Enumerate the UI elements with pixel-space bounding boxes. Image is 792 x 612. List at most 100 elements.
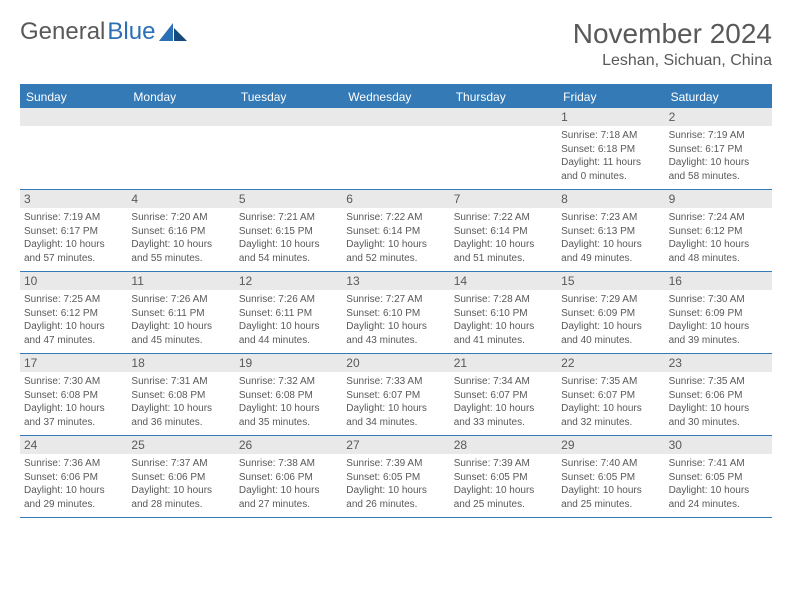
calendar-cell: 19 Sunrise: 7:32 AMSunset: 6:08 PMDayligh… — [235, 354, 342, 435]
calendar-cell: 29Sunrise: 7:40 AMSunset: 6:05 PMDayligh… — [557, 436, 664, 517]
day-details: Sunrise: 7:29 AMSunset: 6:09 PMDaylight:… — [561, 293, 660, 347]
detail-line: and 48 minutes. — [669, 252, 768, 266]
day-details: Sunrise: 7:27 AMSunset: 6:10 PMDaylight:… — [346, 293, 445, 347]
detail-line: and 49 minutes. — [561, 252, 660, 266]
day-number: 10 — [20, 272, 127, 290]
detail-line: Sunrise: 7:26 AM — [239, 293, 338, 307]
day-details: Sunrise: 7:22 AMSunset: 6:14 PMDaylight:… — [454, 211, 553, 265]
detail-line: Sunrise: 7:20 AM — [131, 211, 230, 225]
detail-line: Sunset: 6:11 PM — [131, 307, 230, 321]
detail-line: Sunset: 6:12 PM — [669, 225, 768, 239]
calendar-cell: 22Sunrise: 7:35 AMSunset: 6:07 PMDayligh… — [557, 354, 664, 435]
detail-line: and 39 minutes. — [669, 334, 768, 348]
day-number — [20, 108, 127, 126]
detail-line: Sunrise: 7:18 AM — [561, 129, 660, 143]
calendar-cell: 5Sunrise: 7:21 AMSunset: 6:15 PMDaylight… — [235, 190, 342, 271]
day-number — [342, 108, 449, 126]
day-number: 30 — [665, 436, 772, 454]
day-number: 17 — [20, 354, 127, 372]
day-details: Sunrise: 7:30 AMSunset: 6:09 PMDaylight:… — [669, 293, 768, 347]
page-header: GeneralBlue November 2024 Leshan, Sichua… — [20, 18, 772, 70]
detail-line: Sunrise: 7:22 AM — [454, 211, 553, 225]
detail-line: Sunset: 6:14 PM — [346, 225, 445, 239]
day-header: Sunday — [20, 86, 127, 108]
day-details: Sunrise: 7:41 AMSunset: 6:05 PMDaylight:… — [669, 457, 768, 511]
detail-line: and 25 minutes. — [561, 498, 660, 512]
detail-line: Sunrise: 7:36 AM — [24, 457, 123, 471]
detail-line: Daylight: 10 hours — [669, 484, 768, 498]
day-number — [127, 108, 234, 126]
day-number — [450, 108, 557, 126]
day-details: Sunrise: 7:28 AMSunset: 6:10 PMDaylight:… — [454, 293, 553, 347]
detail-line: and 34 minutes. — [346, 416, 445, 430]
day-details: Sunrise: 7:39 AMSunset: 6:05 PMDaylight:… — [454, 457, 553, 511]
detail-line: Sunrise: 7:19 AM — [24, 211, 123, 225]
detail-line: Sunset: 6:10 PM — [454, 307, 553, 321]
detail-line: and 40 minutes. — [561, 334, 660, 348]
calendar-cell: 20Sunrise: 7:33 AMSunset: 6:07 PMDayligh… — [342, 354, 449, 435]
detail-line: Sunrise: 7:41 AM — [669, 457, 768, 471]
day-number: 28 — [450, 436, 557, 454]
day-details: Sunrise: 7:22 AMSunset: 6:14 PMDaylight:… — [346, 211, 445, 265]
calendar-cell — [235, 108, 342, 189]
day-number: 25 — [127, 436, 234, 454]
detail-line: Sunrise: 7:34 AM — [454, 375, 553, 389]
day-number: 4 — [127, 190, 234, 208]
detail-line: Sunset: 6:08 PM — [24, 389, 123, 403]
detail-line: Sunrise: 7:35 AM — [561, 375, 660, 389]
day-number: 23 — [665, 354, 772, 372]
day-header: Monday — [127, 86, 234, 108]
detail-line: Sunrise: 7:39 AM — [346, 457, 445, 471]
detail-line: Daylight: 10 hours — [239, 402, 338, 416]
detail-line: Daylight: 10 hours — [131, 402, 230, 416]
day-details: Sunrise: 7:32 AMSunset: 6:08 PMDaylight:… — [239, 375, 338, 429]
detail-line: Daylight: 10 hours — [454, 484, 553, 498]
day-header: Saturday — [665, 86, 772, 108]
calendar-cell: 28 Sunrise: 7:39 AMSunset: 6:05 PMDayligh… — [450, 436, 557, 517]
day-details: Sunrise: 7:19 AMSunset: 6:17 PMDaylight:… — [669, 129, 768, 183]
detail-line: Daylight: 10 hours — [454, 402, 553, 416]
calendar-cell: 27Sunrise: 7:39 AMSunset: 6:05 PMDayligh… — [342, 436, 449, 517]
day-details: Sunrise: 7:34 AMSunset: 6:07 PMDaylight:… — [454, 375, 553, 429]
detail-line: Sunset: 6:07 PM — [346, 389, 445, 403]
detail-line: Sunrise: 7:38 AM — [239, 457, 338, 471]
detail-line: Sunset: 6:08 PM — [239, 389, 338, 403]
week-row: 10Sunrise: 7:25 AMSunset: 6:12 PMDayligh… — [20, 272, 772, 354]
day-number: 11 — [127, 272, 234, 290]
day-details: Sunrise: 7:19 AMSunset: 6:17 PMDaylight:… — [24, 211, 123, 265]
detail-line: Daylight: 10 hours — [454, 238, 553, 252]
detail-line: Daylight: 11 hours — [561, 156, 660, 170]
day-number: 19 — [235, 354, 342, 372]
day-details: Sunrise: 7:23 AMSunset: 6:13 PMDaylight:… — [561, 211, 660, 265]
day-header-row: SundayMondayTuesdayWednesdayThursdayFrid… — [20, 86, 772, 108]
day-number: 22 — [557, 354, 664, 372]
calendar-cell: 16Sunrise: 7:30 AMSunset: 6:09 PMDayligh… — [665, 272, 772, 353]
detail-line: Sunset: 6:09 PM — [561, 307, 660, 321]
detail-line: and 29 minutes. — [24, 498, 123, 512]
day-details: Sunrise: 7:20 AMSunset: 6:16 PMDaylight:… — [131, 211, 230, 265]
detail-line: Sunrise: 7:24 AM — [669, 211, 768, 225]
detail-line: Sunset: 6:17 PM — [24, 225, 123, 239]
detail-line: Daylight: 10 hours — [669, 320, 768, 334]
day-number: 20 — [342, 354, 449, 372]
day-header: Wednesday — [342, 86, 449, 108]
detail-line: Sunrise: 7:21 AM — [239, 211, 338, 225]
calendar-cell: 12Sunrise: 7:26 AMSunset: 6:11 PMDayligh… — [235, 272, 342, 353]
detail-line: Sunset: 6:05 PM — [346, 471, 445, 485]
detail-line: Daylight: 10 hours — [561, 238, 660, 252]
title-block: November 2024 Leshan, Sichuan, China — [573, 18, 772, 70]
calendar-cell: 13 Sunrise: 7:27 AMSunset: 6:10 PMDayligh… — [342, 272, 449, 353]
calendar-cell: 15Sunrise: 7:29 AMSunset: 6:09 PMDayligh… — [557, 272, 664, 353]
detail-line: Daylight: 10 hours — [669, 156, 768, 170]
detail-line: and 52 minutes. — [346, 252, 445, 266]
detail-line: Daylight: 10 hours — [346, 484, 445, 498]
detail-line: Sunset: 6:07 PM — [454, 389, 553, 403]
detail-line: Sunset: 6:14 PM — [454, 225, 553, 239]
detail-line: Sunrise: 7:25 AM — [24, 293, 123, 307]
day-number: 13 — [342, 272, 449, 290]
calendar-cell: 3Sunrise: 7:19 AMSunset: 6:17 PMDaylight… — [20, 190, 127, 271]
calendar-cell: 2Sunrise: 7:19 AMSunset: 6:17 PMDaylight… — [665, 108, 772, 189]
sail-icon — [159, 23, 187, 41]
detail-line: Sunset: 6:08 PM — [131, 389, 230, 403]
detail-line: Daylight: 10 hours — [24, 402, 123, 416]
